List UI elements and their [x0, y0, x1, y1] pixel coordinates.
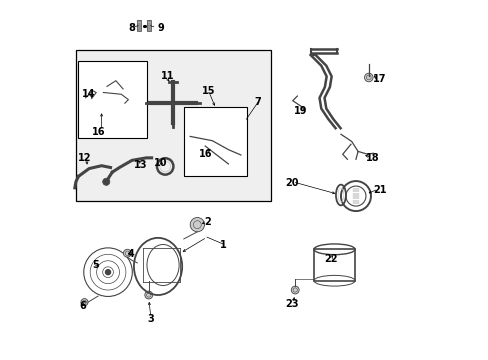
- Text: 11: 11: [161, 71, 174, 81]
- Circle shape: [123, 249, 131, 257]
- Text: 6: 6: [80, 301, 86, 311]
- Text: 15: 15: [202, 86, 215, 96]
- Circle shape: [291, 286, 299, 294]
- Bar: [184, 107, 246, 176]
- Text: 2: 2: [204, 217, 211, 227]
- Circle shape: [81, 298, 88, 306]
- Circle shape: [105, 270, 110, 275]
- Circle shape: [190, 217, 204, 232]
- Text: 21: 21: [372, 185, 386, 195]
- Text: 12: 12: [78, 153, 91, 163]
- Text: 4: 4: [127, 249, 134, 259]
- Text: 22: 22: [324, 254, 337, 264]
- Text: 10: 10: [154, 158, 167, 168]
- Circle shape: [144, 291, 152, 299]
- Text: 13: 13: [134, 160, 147, 170]
- Text: 17: 17: [372, 74, 386, 84]
- Text: 1: 1: [220, 240, 227, 250]
- Bar: [137, 20, 141, 31]
- Circle shape: [102, 178, 110, 185]
- Text: 5: 5: [92, 260, 99, 270]
- Text: 8: 8: [128, 23, 135, 33]
- Bar: [78, 61, 147, 138]
- Circle shape: [364, 73, 372, 82]
- Text: 19: 19: [294, 107, 307, 116]
- Text: 16: 16: [92, 127, 105, 137]
- Text: 16: 16: [198, 149, 211, 159]
- Text: 23: 23: [285, 299, 298, 309]
- Text: 20: 20: [285, 178, 298, 188]
- Bar: [147, 20, 151, 31]
- Text: 18: 18: [365, 153, 378, 163]
- Bar: [313, 249, 354, 281]
- Text: 9: 9: [157, 23, 163, 33]
- Bar: [76, 50, 270, 202]
- Text: 7: 7: [254, 97, 261, 107]
- Text: 3: 3: [147, 314, 154, 324]
- Text: 14: 14: [81, 89, 95, 99]
